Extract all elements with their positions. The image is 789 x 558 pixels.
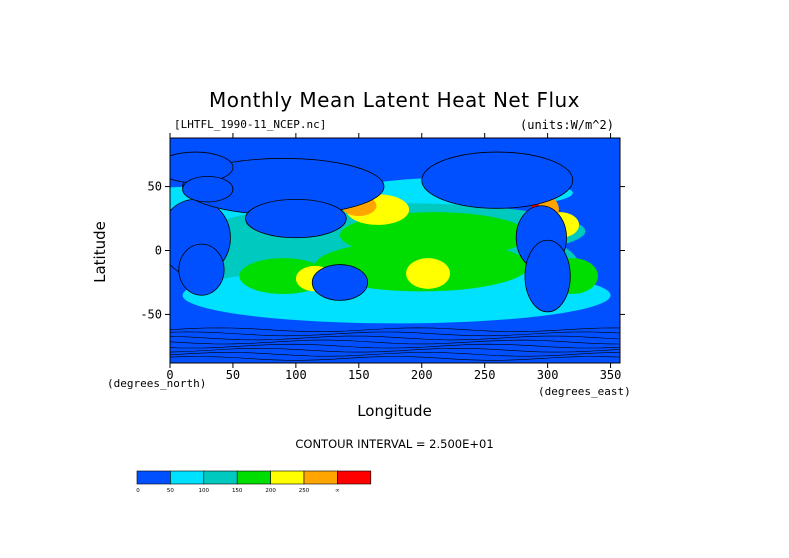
colorbar-label: 200 xyxy=(265,488,276,494)
chart-title: Monthly Mean Latent Heat Net Flux xyxy=(208,88,581,112)
y-axis-ticks: 50 0 -50 xyxy=(140,180,625,321)
contour-interval-label: CONTOUR INTERVAL = 2.500E+01 xyxy=(295,437,494,451)
contour-line xyxy=(170,352,620,357)
contour-line xyxy=(170,335,620,341)
colorbar-label: 100 xyxy=(199,488,210,494)
x-tick-label: 250 xyxy=(474,368,496,382)
units-label: (units:W/m^2) xyxy=(520,118,614,132)
contour-line xyxy=(170,343,620,349)
colorbar-swatch xyxy=(270,470,305,485)
y-tick-label: 0 xyxy=(155,244,162,258)
colorbar-label: ∞ xyxy=(335,488,340,494)
colorbar-label: 250 xyxy=(299,488,310,494)
plot-area xyxy=(170,138,620,363)
contour-line xyxy=(170,327,620,333)
land-mass xyxy=(524,239,571,313)
land-mass xyxy=(421,151,574,209)
colorbar-swatch xyxy=(303,470,338,485)
x-tick-label: 200 xyxy=(411,368,433,382)
contour-line xyxy=(170,356,620,361)
colorbar-label: 0 xyxy=(136,488,140,494)
x-tick-label: 50 xyxy=(226,368,240,382)
x-axis-ticks: 0 50 100 150 200 250 300 350 xyxy=(166,133,621,382)
land-mass xyxy=(245,198,347,239)
colorbar-swatch xyxy=(170,470,205,485)
x-tick-label: 150 xyxy=(348,368,370,382)
colorbar-swatch xyxy=(236,470,271,485)
file-label: [LHTFL_1990-11_NCEP.nc] xyxy=(174,118,327,131)
x-tick-label: 300 xyxy=(537,368,559,382)
contour-line xyxy=(170,331,620,337)
x-tick-label: 0 xyxy=(166,368,173,382)
x-tick-label: 100 xyxy=(285,368,307,382)
x-units-label: (degrees_north) xyxy=(107,377,207,390)
land-mass xyxy=(311,264,369,301)
land-mass xyxy=(182,175,234,203)
contour-line xyxy=(170,339,620,345)
colorbar-swatch xyxy=(136,470,171,485)
x-axis-label: Longitude xyxy=(357,402,432,420)
land-mass xyxy=(178,243,225,296)
flux-region xyxy=(406,258,451,289)
y-tick-label: 50 xyxy=(148,180,162,194)
colorbar-swatch xyxy=(203,470,238,485)
colorbar: 0 50 100 150 200 250 ∞ xyxy=(136,470,372,494)
colorbar-label: 50 xyxy=(167,488,174,494)
colorbar-swatch xyxy=(337,470,372,485)
contour-line xyxy=(170,348,620,353)
colorbar-label: 150 xyxy=(232,488,243,494)
x-tick-label: 350 xyxy=(600,368,622,382)
y-tick-label: -50 xyxy=(140,307,162,321)
x-units-label-east: (degrees_east) xyxy=(538,385,631,398)
